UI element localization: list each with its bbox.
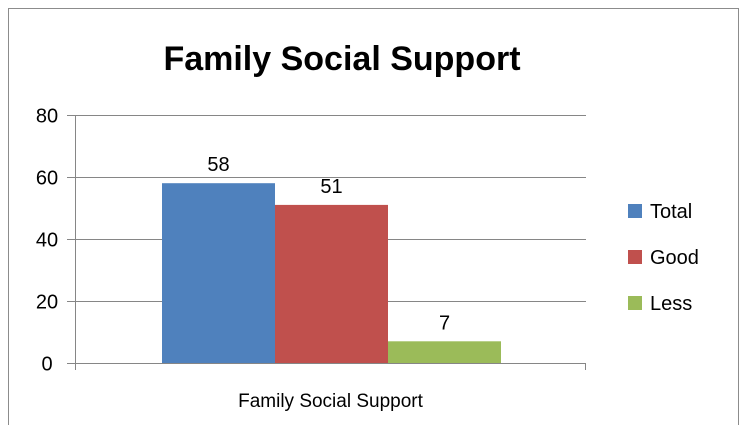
- data-label-good: 51: [320, 176, 342, 198]
- legend-entry-total: Total: [650, 201, 692, 223]
- bars: [162, 183, 501, 363]
- chart-title: Family Social Support: [163, 40, 520, 78]
- y-tick-label: 60: [36, 168, 58, 190]
- legend-swatch-total: [628, 204, 642, 218]
- y-tick-label: 80: [36, 106, 58, 128]
- data-label-total: 58: [207, 154, 229, 176]
- y-tick-label: 20: [36, 292, 58, 314]
- bar-good: [275, 204, 388, 363]
- bar-less: [388, 341, 501, 363]
- x-category-label: Family Social Support: [238, 391, 424, 412]
- data-labels: 58 51 7: [207, 154, 450, 334]
- legend-entry-less: Less: [650, 293, 692, 315]
- y-tick-label: 0: [41, 354, 52, 376]
- chart-frame: [8, 8, 739, 425]
- legend-swatch-less: [628, 296, 642, 310]
- bar-total: [162, 183, 275, 363]
- legend: Total Good Less: [628, 201, 699, 315]
- legend-entry-good: Good: [650, 247, 699, 269]
- y-tick-label: 40: [36, 230, 58, 252]
- axes: 0 20 40 60 80 Family Social Support: [36, 106, 586, 412]
- data-label-less: 7: [439, 312, 450, 334]
- legend-swatch-good: [628, 250, 642, 264]
